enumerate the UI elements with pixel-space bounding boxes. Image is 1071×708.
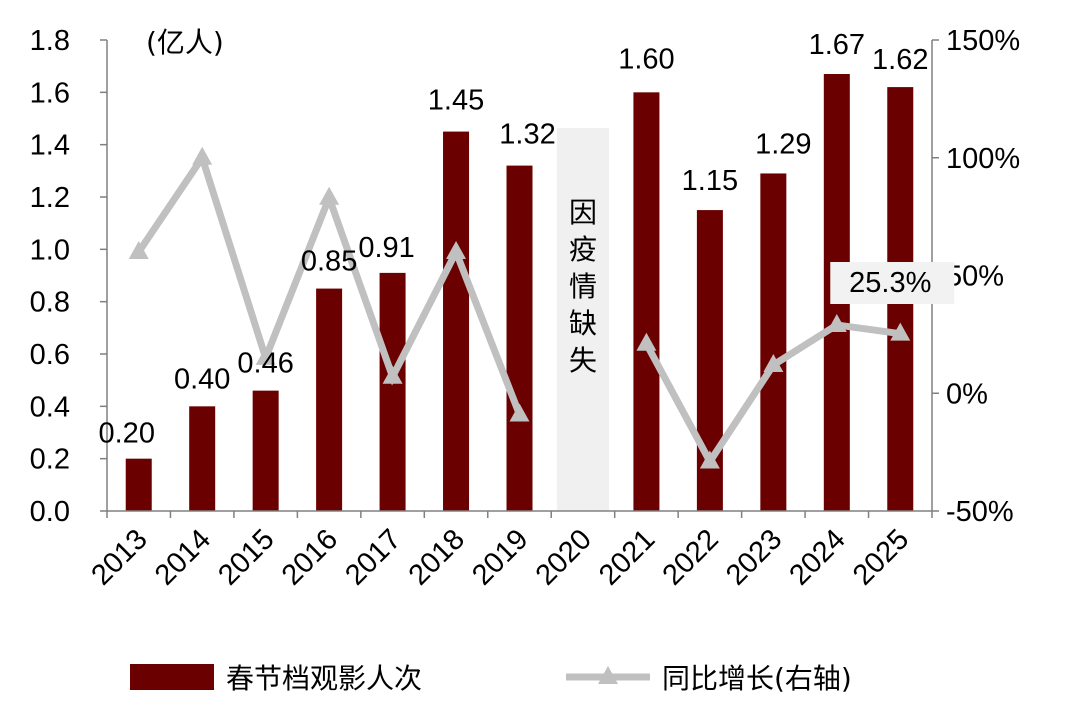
growth-point-2024 [826,313,847,332]
bar-value-label-2021: 1.60 [618,43,674,75]
x-tick-label: 2025 [847,523,915,591]
left-tick-label: 0.0 [30,496,70,528]
left-tick-label: 0.4 [30,391,70,423]
bar-value-label-2022: 1.15 [682,165,738,197]
gap-2020-band [556,128,609,511]
left-tick-label: 0.6 [30,339,70,371]
x-tick-label: 2016 [276,523,344,591]
x-tick-label: 2017 [339,523,407,591]
bar-value-label-2025: 1.62 [872,44,928,76]
x-tick-label: 2019 [466,523,534,591]
bar-value-label-2014: 0.40 [174,363,230,395]
right-tick-label: 150% [946,25,1020,57]
legend-line-label: 同比增长(右轴) [662,662,852,695]
x-tick-label: 2020 [530,523,598,591]
growth-point-2023 [763,353,784,372]
x-tick-label: 2022 [657,523,725,591]
right-tick-label: 0% [946,378,988,410]
bar-value-label-2018: 1.45 [428,85,484,117]
bar-2016 [316,288,343,511]
bar-2017 [379,272,406,511]
x-tick-label: 2013 [85,523,153,591]
bar-2013 [125,458,152,511]
left-tick-label: 0.2 [30,444,70,476]
legend-bar-label: 春节档观影人次 [226,662,422,695]
left-tick-label: 1.4 [30,130,70,162]
gap-2020-label: 因疫情缺失 [569,196,597,377]
bar-value-label-2023: 1.29 [755,128,811,160]
bar-value-label-2016: 0.85 [301,246,357,278]
right-tick-label: -50% [946,496,1014,528]
bar-2023 [760,173,787,511]
growth-point-2018 [446,240,467,259]
bar-2014 [189,406,216,511]
growth-point-2017 [382,365,403,384]
growth-annotation-label: 25.3% [849,267,931,299]
growth-point-2021 [636,332,657,351]
x-tick-label: 2014 [149,523,217,591]
x-tick-label: 2021 [593,523,661,591]
bar-value-label-2015: 0.46 [237,348,293,380]
bar-value-label-2024: 1.67 [809,29,865,61]
x-tick-label: 2015 [212,523,280,591]
growth-point-2022 [699,450,720,469]
legend-line-marker [598,666,618,684]
bar-2018 [443,131,470,512]
left-tick-label: 1.2 [30,182,70,214]
growth-point-2014 [192,146,213,165]
growth-annotation-box [830,262,955,304]
bar-value-label-2013: 0.20 [99,418,155,450]
bar-2015 [252,390,279,511]
x-tick-label: 2018 [403,523,471,591]
bar-value-label-2019: 1.32 [499,119,555,151]
right-tick-label: 50% [946,261,1004,293]
growth-point-2015 [255,346,276,365]
growth-point-2013 [128,240,149,259]
bar-2021 [633,92,660,511]
growth-point-2016 [319,186,340,205]
left-tick-label: 1.6 [30,77,70,109]
left-tick-label: 1.8 [30,25,70,57]
left-axis-unit: (亿人) [146,26,224,59]
right-tick-label: 100% [946,143,1020,175]
x-tick-label: 2024 [784,523,852,591]
growth-point-2019 [509,403,530,422]
left-tick-label: 1.0 [30,234,70,266]
legend-bar-swatch [130,664,214,690]
growth-point-2025 [890,322,911,341]
bar-2019 [506,165,533,511]
x-tick-label: 2023 [720,523,788,591]
bar-value-label-2017: 0.91 [358,232,414,264]
left-tick-label: 0.8 [30,287,70,319]
